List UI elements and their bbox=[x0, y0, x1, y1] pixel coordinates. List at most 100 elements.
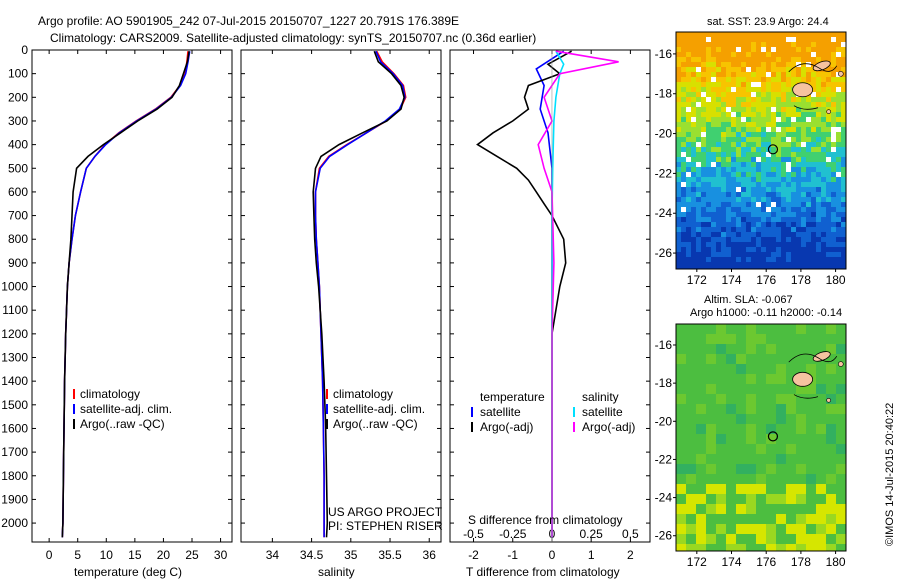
map-cell bbox=[791, 42, 797, 48]
series-group bbox=[476, 50, 619, 538]
map-cell bbox=[676, 514, 687, 525]
map-cell bbox=[841, 137, 846, 143]
map-cell bbox=[761, 202, 767, 208]
map-cell bbox=[821, 187, 827, 193]
map-cell bbox=[766, 112, 772, 118]
map-cell bbox=[791, 72, 797, 78]
map-cell bbox=[716, 334, 727, 345]
map-cell bbox=[681, 222, 687, 228]
map-cell bbox=[796, 232, 802, 238]
map-cell bbox=[731, 252, 737, 258]
map-cell bbox=[801, 247, 807, 253]
map-cell bbox=[686, 232, 692, 238]
map-cell bbox=[756, 247, 762, 253]
map-cell bbox=[836, 52, 842, 58]
map-cell bbox=[821, 97, 827, 103]
map-cell bbox=[691, 132, 697, 138]
map-cell bbox=[781, 212, 787, 218]
lat-tick-label: -16 bbox=[655, 47, 673, 61]
map-cell bbox=[726, 57, 732, 63]
map-cell bbox=[686, 544, 697, 551]
map-cell bbox=[791, 67, 797, 73]
map-cell bbox=[691, 122, 697, 128]
map-cell bbox=[676, 182, 682, 188]
sst-field bbox=[676, 32, 846, 269]
map-cell bbox=[826, 232, 832, 238]
map-cell bbox=[771, 197, 777, 203]
map-cell bbox=[761, 57, 767, 63]
map-cell bbox=[726, 37, 732, 43]
map-cell bbox=[831, 167, 837, 173]
map-cell bbox=[761, 42, 767, 48]
map-cell bbox=[786, 112, 792, 118]
map-cell bbox=[826, 37, 832, 43]
map-cell bbox=[776, 127, 782, 133]
map-cell bbox=[686, 62, 692, 68]
map-cell bbox=[766, 534, 777, 545]
map-cell bbox=[826, 384, 837, 395]
map-cell bbox=[786, 354, 797, 365]
map-cell bbox=[821, 102, 827, 108]
map-cell bbox=[701, 32, 707, 38]
map-cell bbox=[746, 242, 752, 248]
map-cell bbox=[801, 67, 807, 73]
map-cell bbox=[831, 42, 837, 48]
map-cell bbox=[676, 344, 687, 355]
map-cell bbox=[826, 122, 832, 128]
series-line-1 bbox=[476, 50, 572, 538]
map-cell bbox=[676, 374, 687, 385]
map-cell bbox=[706, 324, 717, 335]
map-cell bbox=[836, 504, 846, 515]
map-cell bbox=[706, 67, 712, 73]
map-cell bbox=[766, 87, 772, 93]
map-cell bbox=[746, 187, 752, 193]
map-cell bbox=[811, 142, 817, 148]
map-cell bbox=[756, 544, 767, 551]
map-cell bbox=[726, 32, 732, 38]
map-cell bbox=[696, 52, 702, 58]
map-cell bbox=[826, 67, 832, 73]
map-cell bbox=[731, 82, 737, 88]
map-cell bbox=[796, 137, 802, 143]
map-cell bbox=[716, 354, 727, 365]
map-cell bbox=[791, 57, 797, 63]
map-cell bbox=[706, 474, 717, 485]
map-cell bbox=[786, 344, 797, 355]
map-cell bbox=[706, 122, 712, 128]
map-cell bbox=[691, 232, 697, 238]
map-cell bbox=[826, 247, 832, 253]
map-cell bbox=[686, 142, 692, 148]
map-cell bbox=[831, 192, 837, 198]
map-cell bbox=[836, 112, 842, 118]
map-cell bbox=[721, 77, 727, 83]
map-cell bbox=[806, 474, 817, 485]
map-cell bbox=[746, 212, 752, 218]
map-cell bbox=[796, 182, 802, 188]
map-cell bbox=[676, 394, 687, 405]
map-cell bbox=[771, 92, 777, 98]
map-cell bbox=[726, 177, 732, 183]
map-cell bbox=[691, 227, 697, 233]
map-cell bbox=[731, 137, 737, 143]
map-cell bbox=[791, 222, 797, 228]
map-cell bbox=[706, 374, 717, 385]
map-cell bbox=[676, 167, 682, 173]
map-cell bbox=[726, 187, 732, 193]
map-cell bbox=[841, 187, 846, 193]
map-cell bbox=[716, 147, 722, 153]
map-cell bbox=[696, 252, 702, 258]
map-cell bbox=[841, 47, 846, 53]
map-cell bbox=[836, 444, 846, 455]
map-cell bbox=[816, 494, 827, 505]
map-cell bbox=[826, 267, 832, 269]
map-cell bbox=[791, 47, 797, 53]
map-cell bbox=[706, 37, 712, 43]
map-cell bbox=[811, 117, 817, 123]
map-cell bbox=[736, 444, 747, 455]
map-cell bbox=[776, 494, 787, 505]
map-cell bbox=[776, 237, 782, 243]
map-cell bbox=[816, 57, 822, 63]
map-cell bbox=[691, 32, 697, 38]
map-cell bbox=[796, 77, 802, 83]
